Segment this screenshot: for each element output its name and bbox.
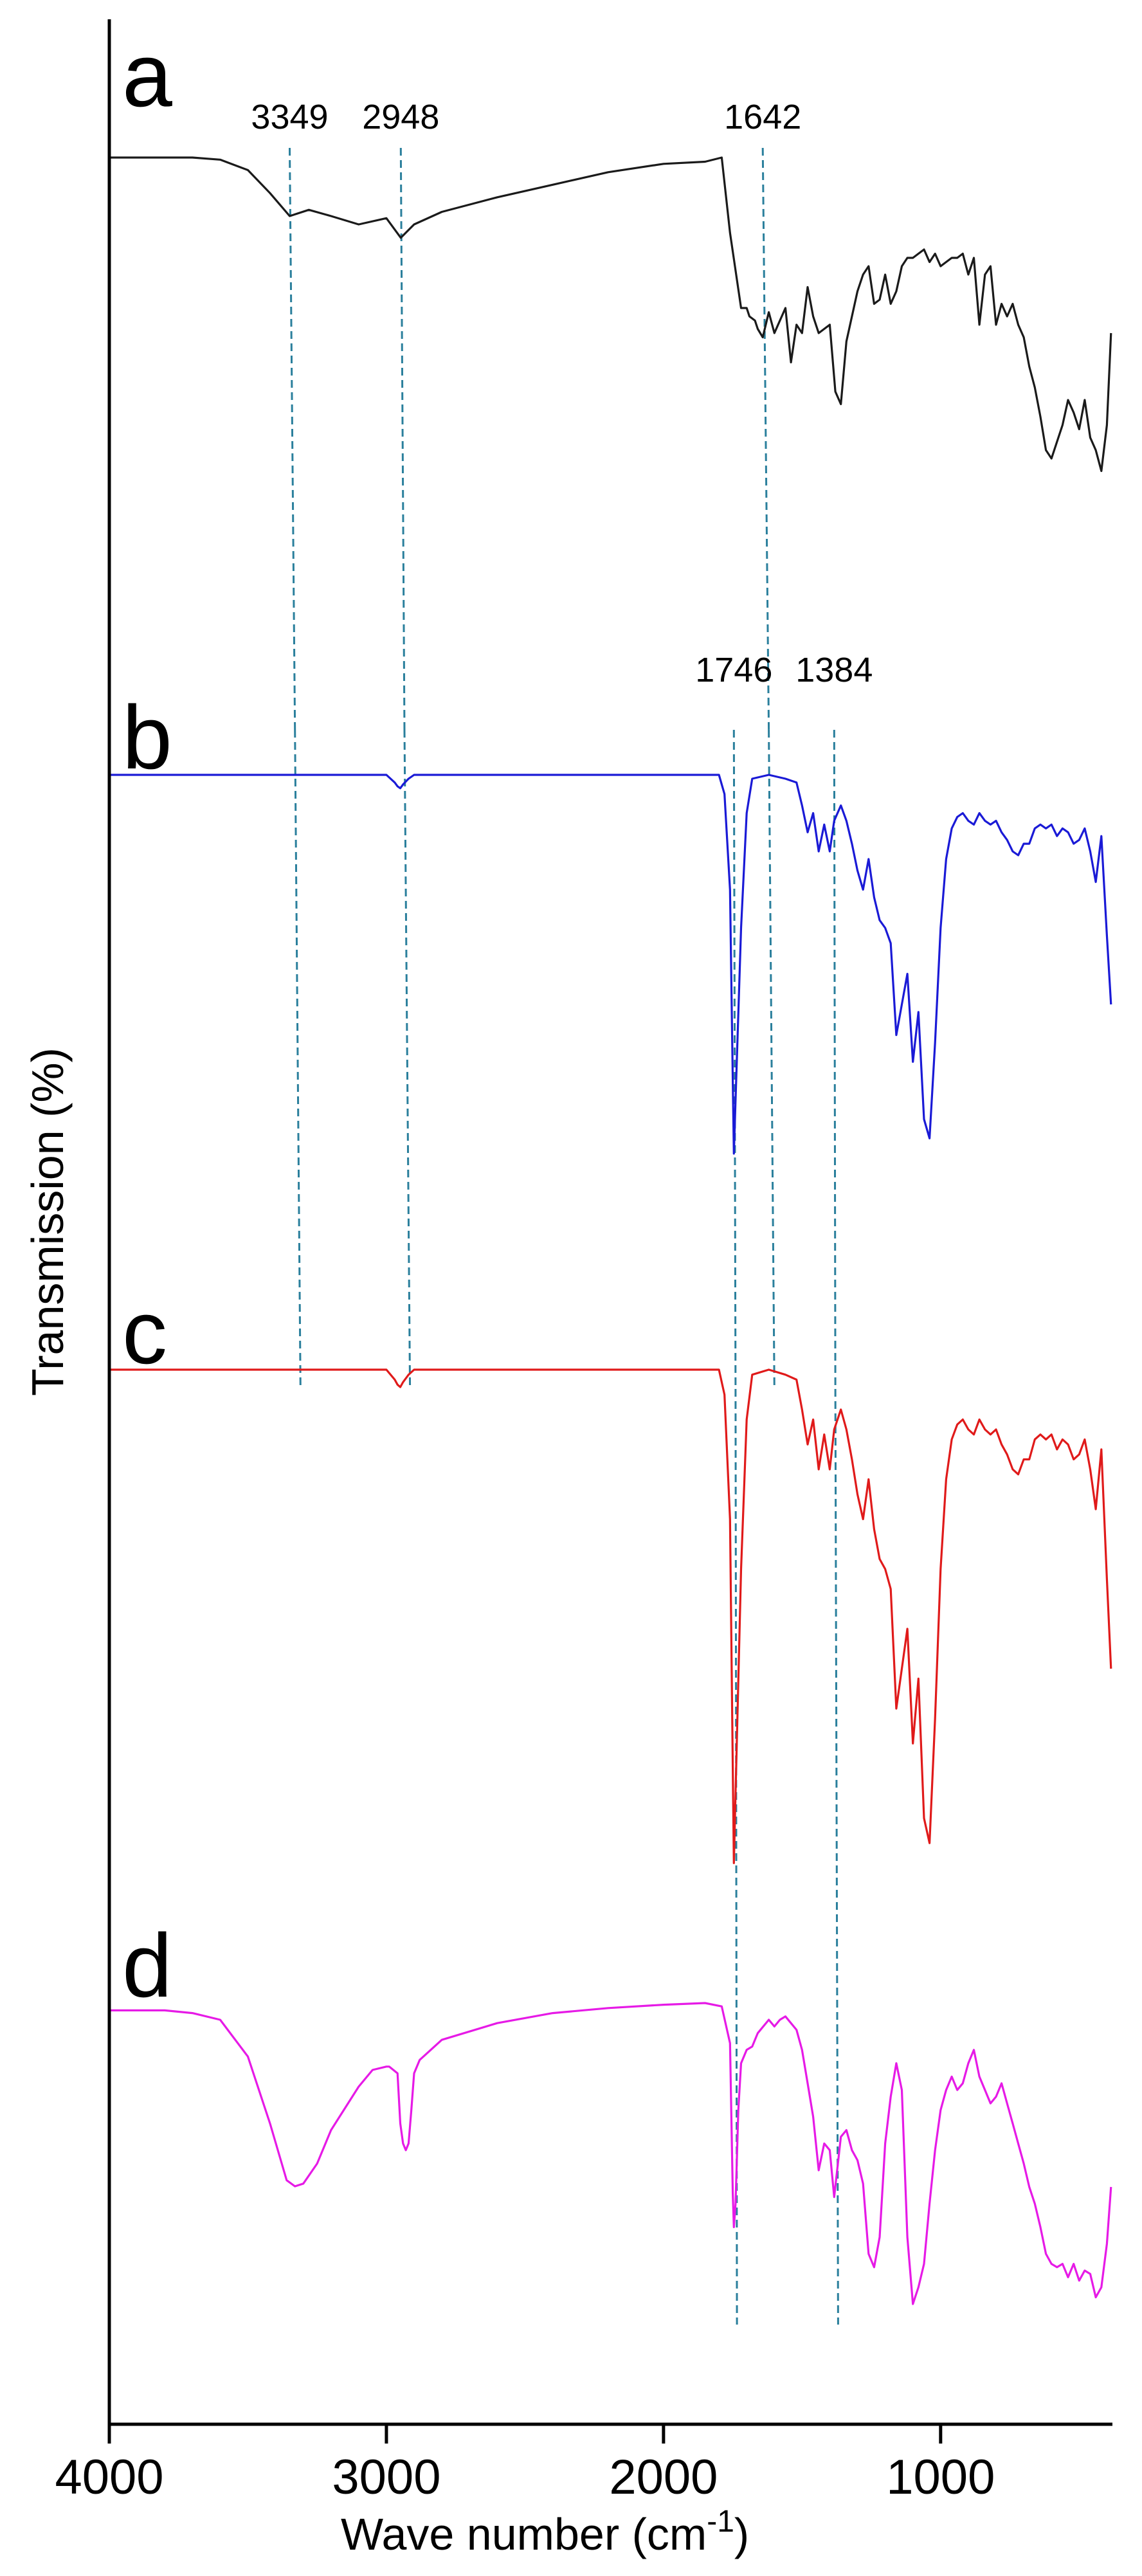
panel-letter-a: a: [122, 24, 172, 125]
peak-label-2948: 2948: [362, 98, 439, 136]
spectra: [109, 156, 1112, 2305]
x-axis-ticks: 4000 3000 2000 1000: [55, 2424, 995, 2505]
panel-letter-d: d: [122, 1915, 172, 2016]
peak-label-1746: 1746: [695, 651, 772, 689]
spectrum-d: [109, 2002, 1112, 2305]
peak-label-3349: 3349: [251, 98, 328, 136]
x-tick-label-1000: 1000: [886, 2450, 995, 2505]
panel-letter-b: b: [122, 687, 172, 788]
x-axis-title: Wave number (cm-1): [341, 2505, 749, 2559]
reference-line-1746: [732, 729, 738, 2325]
x-tick-label-3000: 3000: [332, 2450, 440, 2505]
peak-label-1384: 1384: [795, 651, 873, 689]
peak-labels: 3349 2948 1642 1746 1384: [251, 98, 873, 689]
x-tick-label-4000: 4000: [55, 2450, 163, 2505]
reference-line-1384: [833, 729, 839, 2325]
spectrum-b: [109, 774, 1112, 1155]
spectrum-a: [109, 156, 1112, 473]
panel-letters: a b c d: [122, 24, 172, 2016]
reference-lines: [289, 147, 839, 2325]
spectrum-c: [109, 1368, 1112, 1864]
peak-label-1642: 1642: [724, 98, 801, 136]
x-tick-label-2000: 2000: [609, 2450, 718, 2505]
y-axis-title: Transmission (%): [23, 1048, 73, 1396]
panel-letter-c: c: [122, 1282, 167, 1383]
